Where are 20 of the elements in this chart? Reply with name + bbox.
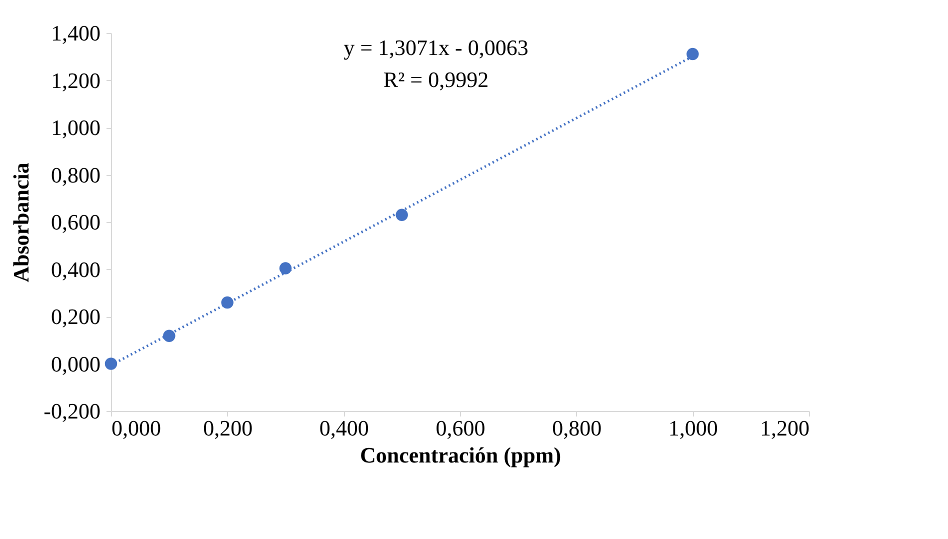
x-tick-label: 1,200 xyxy=(760,416,810,440)
x-tick-label: 1,000 xyxy=(668,416,718,440)
x-axis-title: Concentración (ppm) xyxy=(360,442,562,468)
y-tick-label: 1,400 xyxy=(51,20,100,46)
annotation: y = 1,3071x - 0,0063 xyxy=(344,35,528,60)
x-tick-label: 0,000 xyxy=(112,416,161,440)
annotation: R² = 0,9992 xyxy=(383,67,489,92)
x-tick-label: 0,800 xyxy=(552,416,602,440)
x-tick-label: 0,200 xyxy=(203,416,253,440)
x-tick-label: 0,400 xyxy=(319,416,369,440)
y-tick-label: 0,600 xyxy=(51,210,100,234)
y-tick-label: 0,200 xyxy=(51,304,100,329)
y-axis-title: Absorbancia xyxy=(8,162,34,282)
y-tick-label: -0,200 xyxy=(44,398,100,424)
y-tick-label: 0,800 xyxy=(51,162,100,188)
y-tick-label: 0,000 xyxy=(51,351,100,376)
x-tick-label: 0,600 xyxy=(436,416,486,440)
y-tick-label: 1,200 xyxy=(51,68,100,93)
y-tick-label: 1,000 xyxy=(51,115,100,140)
y-tick-label: 0,400 xyxy=(51,256,100,282)
